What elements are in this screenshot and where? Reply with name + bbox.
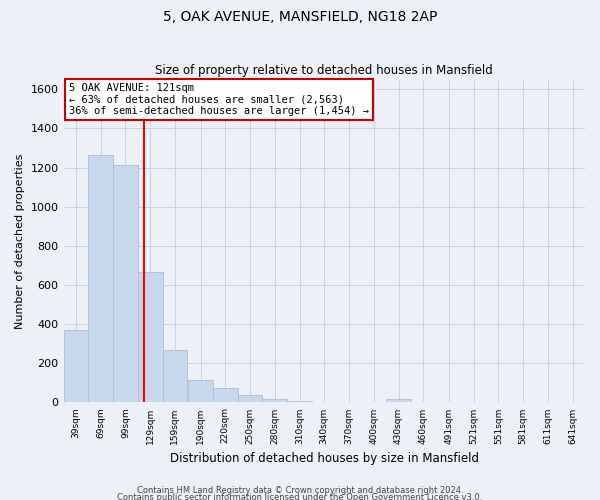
- Bar: [88, 155, 113, 402]
- Text: 5, OAK AVENUE, MANSFIELD, NG18 2AP: 5, OAK AVENUE, MANSFIELD, NG18 2AP: [163, 10, 437, 24]
- Bar: [163, 350, 187, 403]
- X-axis label: Distribution of detached houses by size in Mansfield: Distribution of detached houses by size …: [170, 452, 479, 465]
- Y-axis label: Number of detached properties: Number of detached properties: [15, 154, 25, 328]
- Text: Contains public sector information licensed under the Open Government Licence v3: Contains public sector information licen…: [118, 494, 482, 500]
- Bar: [188, 380, 213, 402]
- Title: Size of property relative to detached houses in Mansfield: Size of property relative to detached ho…: [155, 64, 493, 77]
- Bar: [238, 395, 262, 402]
- Bar: [386, 399, 411, 402]
- Bar: [64, 330, 88, 402]
- Bar: [262, 399, 287, 402]
- Bar: [138, 272, 163, 402]
- Bar: [213, 388, 238, 402]
- Text: Contains HM Land Registry data © Crown copyright and database right 2024.: Contains HM Land Registry data © Crown c…: [137, 486, 463, 495]
- Text: 5 OAK AVENUE: 121sqm
← 63% of detached houses are smaller (2,563)
36% of semi-de: 5 OAK AVENUE: 121sqm ← 63% of detached h…: [69, 83, 369, 116]
- Bar: [113, 164, 138, 402]
